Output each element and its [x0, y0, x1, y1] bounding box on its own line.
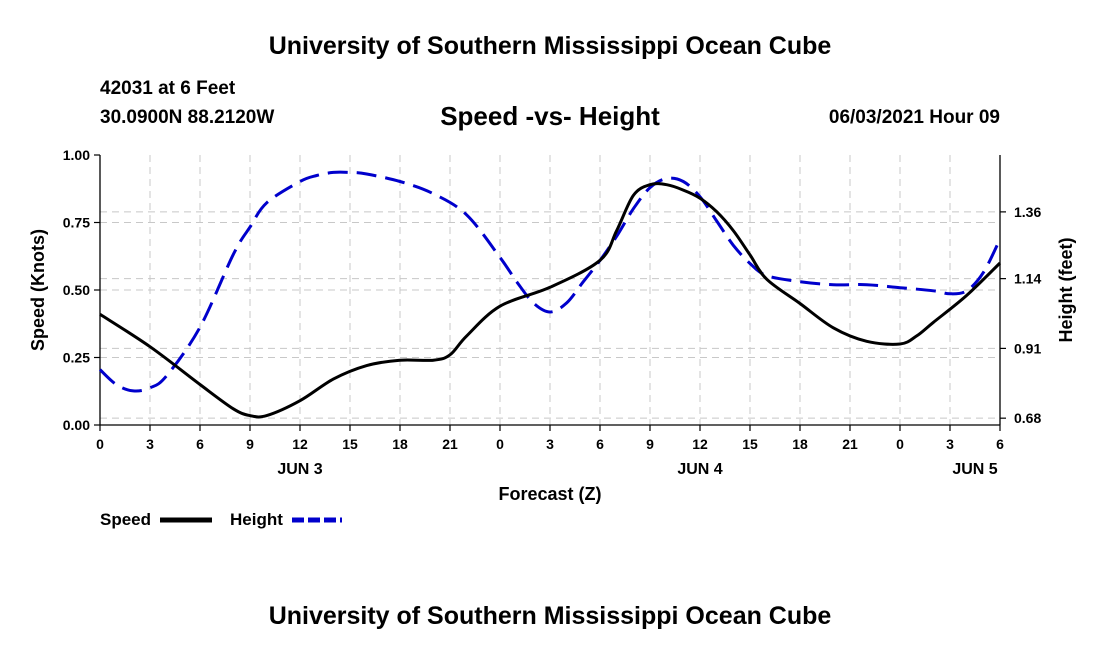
legend-speed-label: Speed: [100, 510, 152, 529]
x-tick-label: 9: [246, 436, 254, 452]
x-tick-label: 18: [792, 436, 808, 452]
y-axis-title: Speed (Knots): [28, 229, 48, 351]
station-label: 42031 at 6 Feet: [100, 78, 236, 99]
y2-tick-label: 0.68: [1014, 410, 1041, 426]
x-tick-label: 12: [692, 436, 708, 452]
x-tick-label: 6: [596, 436, 604, 452]
x-date-label: JUN 5: [952, 461, 997, 478]
x-tick-label: 6: [996, 436, 1004, 452]
y-tick-label: 1.00: [63, 147, 90, 163]
x-date-label: JUN 4: [677, 461, 722, 478]
height-series-line: [98, 170, 1002, 393]
x-tick-label: 3: [946, 436, 954, 452]
x-tick-label: 6: [196, 436, 204, 452]
x-tick-label: 0: [96, 436, 104, 452]
x-tick-label: 21: [442, 436, 458, 452]
speed-series-line: [99, 182, 1002, 419]
legend-height-label: Height: [230, 510, 283, 529]
x-tick-label: 0: [496, 436, 504, 452]
x-date-label: JUN 3: [277, 461, 322, 478]
x-tick-label: 3: [146, 436, 154, 452]
x-tick-label: 21: [842, 436, 858, 452]
y-tick-label: 0.75: [63, 215, 90, 231]
chart-title: Speed -vs- Height: [440, 101, 660, 131]
page-title: University of Southern Mississippi Ocean…: [268, 32, 832, 60]
forecast-datetime: 06/03/2021 Hour 09: [828, 107, 1000, 128]
x-tick-label: 15: [742, 436, 758, 452]
x-tick-label: 9: [646, 436, 654, 452]
x-axis-title: Forecast (Z): [498, 484, 601, 504]
y2-tick-label: 1.14: [1014, 271, 1041, 287]
x-tick-label: 15: [342, 436, 358, 452]
y-tick-label: 0.00: [63, 417, 90, 433]
x-tick-label: 18: [392, 436, 408, 452]
y-tick-label: 0.25: [63, 350, 90, 366]
station-coordinates: 30.0900N 88.2120W: [100, 107, 275, 128]
x-tick-label: 3: [546, 436, 554, 452]
y2-axis-title: Height (feet): [1056, 238, 1076, 343]
x-tick-label: 0: [896, 436, 904, 452]
y-tick-label: 0.50: [63, 282, 90, 298]
x-tick-label: 12: [292, 436, 308, 452]
y2-tick-label: 0.91: [1014, 340, 1041, 356]
footer-title: University of Southern Mississippi Ocean…: [268, 602, 832, 630]
y2-tick-label: 1.36: [1014, 204, 1041, 220]
